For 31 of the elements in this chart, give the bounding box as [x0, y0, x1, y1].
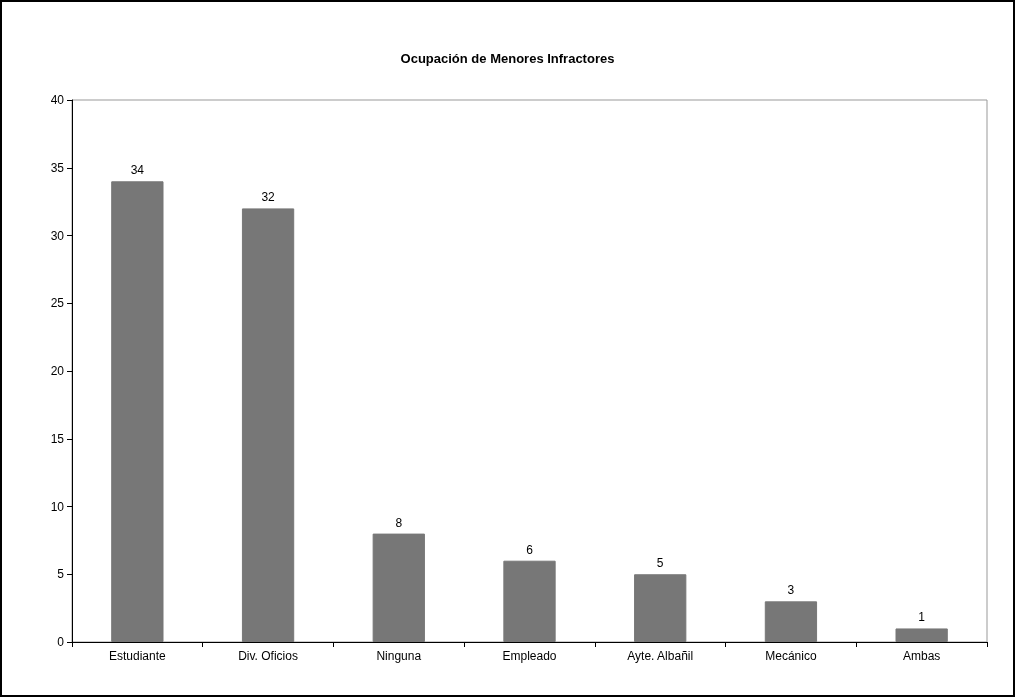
bar: [503, 560, 556, 642]
bar: [241, 208, 295, 642]
data-label: 6: [526, 542, 534, 557]
data-label: 32: [261, 190, 276, 205]
bar: [895, 628, 948, 642]
bar: [372, 533, 425, 642]
y-tick-label: 40: [50, 93, 65, 107]
data-label: 3: [787, 583, 795, 598]
x-tick-label: Ayte. Albañil: [627, 649, 694, 663]
x-tick-label: Empleado: [502, 649, 557, 663]
y-tick-label: 10: [50, 499, 65, 514]
y-tick-label: 20: [50, 364, 65, 378]
y-tick-label: 15: [50, 431, 65, 446]
data-label: 34: [130, 163, 145, 178]
bar: [764, 601, 818, 642]
y-tick-label: 30: [50, 228, 65, 243]
y-tick-label: 5: [57, 567, 65, 582]
y-tick-label: 25: [50, 296, 65, 311]
x-tick-label: Ambas: [902, 649, 941, 663]
chart-title: Ocupación de Menores Infractores: [400, 51, 615, 66]
bar: [634, 574, 687, 642]
x-tick-label: Div. Oficios: [238, 649, 298, 663]
data-label: 5: [656, 556, 664, 571]
x-tick-label: Mecánico: [765, 649, 817, 663]
y-tick-label: 0: [57, 635, 65, 649]
x-tick-label: Estudiante: [109, 649, 167, 663]
data-label: 8: [395, 515, 403, 530]
y-tick-label: 35: [50, 160, 65, 175]
bar: [111, 181, 164, 642]
data-label: 1: [918, 610, 926, 625]
x-tick-label: Ninguna: [376, 649, 422, 663]
